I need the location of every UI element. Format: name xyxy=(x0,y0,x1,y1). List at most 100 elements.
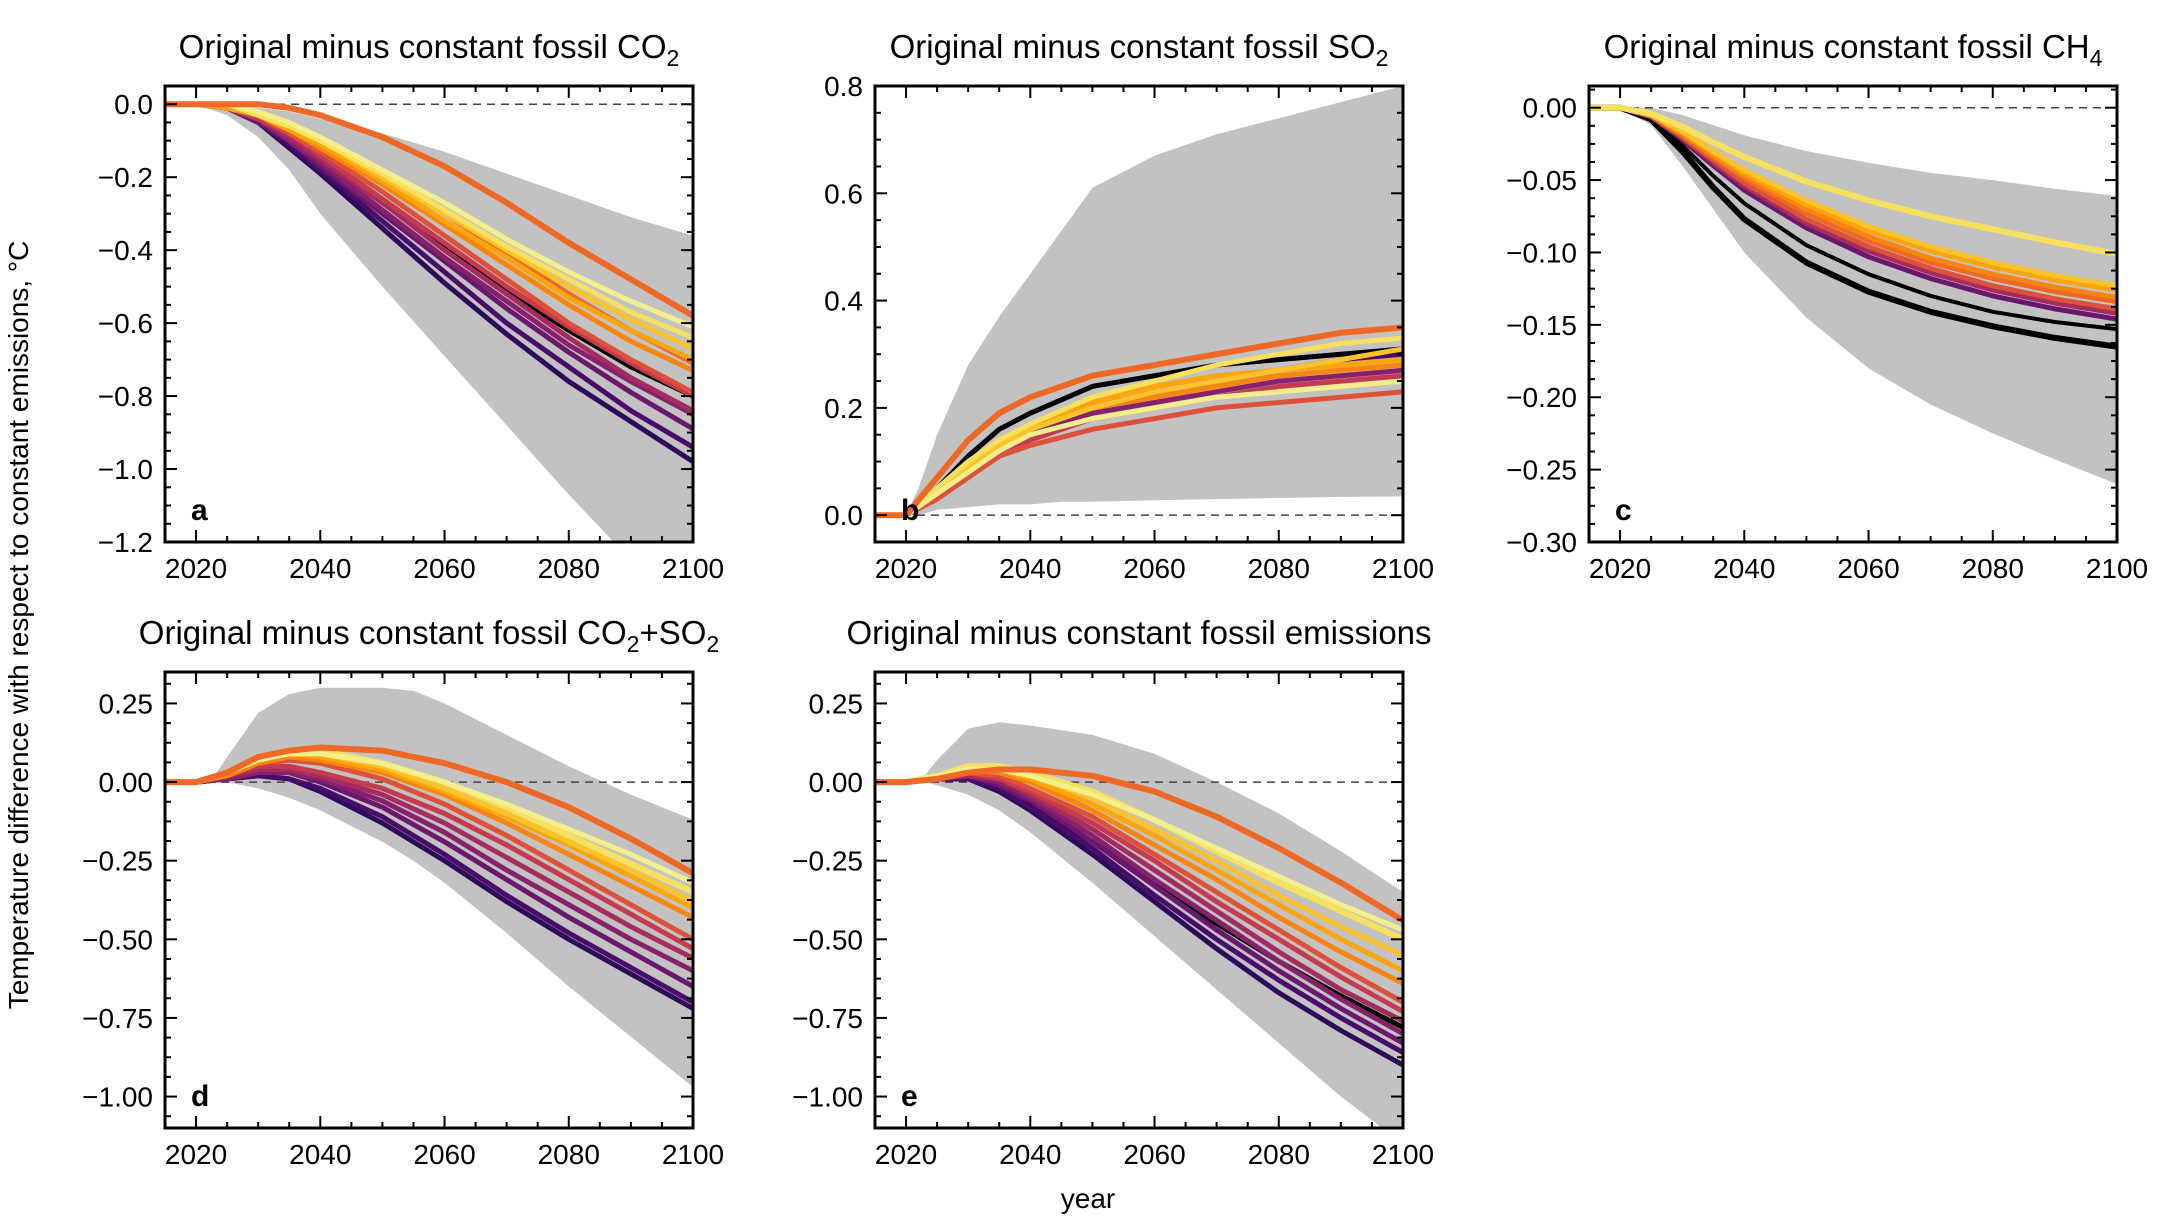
x-tick-label: 2080 xyxy=(538,1139,600,1170)
chart-title: Original minus constant fossil CH4 xyxy=(1604,28,2103,71)
x-tick-label: 2060 xyxy=(1837,553,1899,584)
series-line xyxy=(875,324,1403,519)
y-tick-label: −0.05 xyxy=(1506,165,1577,196)
plot-frame xyxy=(1587,84,2119,544)
plot-frame xyxy=(163,84,695,544)
x-tick-label: 2060 xyxy=(413,553,475,584)
x-tick-label: 2040 xyxy=(289,553,351,584)
plot-area xyxy=(165,687,693,1088)
x-tick-label: 2100 xyxy=(2086,553,2148,584)
chart-panel-d: 2020 2040 2060 2080 2100 0.25 0.00 −0.25 −0.50 −0… xyxy=(82,614,724,1170)
y-tick-label: −0.20 xyxy=(1506,382,1577,413)
plot-area xyxy=(875,86,1403,519)
y-tick-label: 0.0 xyxy=(114,89,153,120)
chart-title-suffix: +SO xyxy=(639,614,706,651)
chart-title: Original minus constant fossil CO2+SO2 xyxy=(139,614,719,657)
y-tick-label: −0.6 xyxy=(98,308,153,339)
plot-area xyxy=(875,722,1403,1128)
plot-frame xyxy=(873,84,1405,544)
series-line xyxy=(875,335,1403,518)
y-tick-label: −1.00 xyxy=(792,1082,863,1113)
y-tick-label: −0.4 xyxy=(98,235,153,266)
y-tick-label: −0.10 xyxy=(1506,237,1577,268)
plot-area xyxy=(165,101,693,542)
chart-panel-b: 2020 2040 2060 2080 2100 0.0 0.2 0.4 0.6 0.8 b Orig… xyxy=(824,28,1434,584)
x-tick-label: 2100 xyxy=(1372,553,1434,584)
x-tick-label: 2080 xyxy=(538,553,600,584)
x-tick-label: 2100 xyxy=(662,553,724,584)
x-tick-label: 2080 xyxy=(1248,1139,1310,1170)
chart-title: Original minus constant fossil SO2 xyxy=(890,28,1389,71)
x-tick-label: 2040 xyxy=(1713,553,1775,584)
x-tick-label: 2040 xyxy=(999,1139,1061,1170)
y-tick-label: −0.15 xyxy=(1506,310,1577,341)
chart-title-main: Original minus constant fossil CO xyxy=(179,28,667,65)
y-tick-label: −0.25 xyxy=(792,846,863,877)
plot-area xyxy=(1589,104,2117,485)
x-tick-label: 2020 xyxy=(1589,553,1651,584)
panels: 2020 2040 2060 2080 2100 0.0 −0.2 −0.4 −0.6 −0.8 −… xyxy=(82,28,2148,1170)
chart-title: Original minus constant fossil emissions xyxy=(846,614,1431,651)
x-tick-label: 2080 xyxy=(1248,553,1310,584)
y-tick-label: −0.75 xyxy=(792,1003,863,1034)
chart-title-main: Original minus constant fossil SO xyxy=(890,28,1376,65)
y-tick-label: 0.6 xyxy=(824,178,863,209)
y-tick-label: −1.2 xyxy=(98,527,153,558)
y-tick-label: 0.00 xyxy=(99,767,154,798)
x-tick-label: 2040 xyxy=(289,1139,351,1170)
chart-title-subscript: 2 xyxy=(667,45,680,71)
chart-title-main: Original minus constant fossil CH xyxy=(1604,28,2090,65)
y-tick-label: 0.0 xyxy=(824,500,863,531)
x-tick-label: 2060 xyxy=(1123,553,1185,584)
y-tick-label: −0.50 xyxy=(792,924,863,955)
x-tick-label: 2040 xyxy=(999,553,1061,584)
y-tick-label: −1.00 xyxy=(82,1082,153,1113)
chart-panel-a: 2020 2040 2060 2080 2100 0.0 −0.2 −0.4 −0.6 −0.8 −… xyxy=(98,28,724,584)
chart-title: Original minus constant fossil CO2 xyxy=(179,28,680,71)
series-line xyxy=(165,101,693,319)
x-tick-label: 2020 xyxy=(165,1139,227,1170)
x-tick-label: 2020 xyxy=(165,553,227,584)
x-tick-label: 2100 xyxy=(662,1139,724,1170)
x-tick-label: 2020 xyxy=(875,553,937,584)
y-tick-label: 0.00 xyxy=(809,767,864,798)
y-tick-label: 0.00 xyxy=(1523,93,1578,124)
series-line xyxy=(165,101,693,363)
y-tick-label: 0.25 xyxy=(99,688,154,719)
chart-panel-c: 2020 2040 2060 2080 2100 0.00 −0.05 −0.10 −0.15 −… xyxy=(1506,28,2148,584)
series-line xyxy=(1589,104,2117,257)
x-tick-label: 2080 xyxy=(1962,553,2024,584)
y-tick-label: 0.2 xyxy=(824,393,863,424)
chart-title-subscript: 4 xyxy=(2090,45,2103,71)
y-tick-label: 0.25 xyxy=(809,688,864,719)
y-tick-label: −0.8 xyxy=(98,381,153,412)
y-tick-label: −0.30 xyxy=(1506,527,1577,558)
chart-title-main: Original minus constant fossil CO xyxy=(139,614,627,651)
figure-y-axis-label: Temperature difference with respect to c… xyxy=(3,241,34,1010)
y-tick-label: −0.2 xyxy=(98,162,153,193)
x-tick-label: 2100 xyxy=(1372,1139,1434,1170)
y-tick-label: −0.25 xyxy=(1506,455,1577,486)
series-line xyxy=(875,378,1403,518)
panel-letter: a xyxy=(191,494,208,527)
figure-x-axis-label: year xyxy=(1061,1183,1115,1214)
y-tick-label: −0.50 xyxy=(82,924,153,955)
x-tick-label: 2060 xyxy=(413,1139,475,1170)
x-tick-label: 2060 xyxy=(1123,1139,1185,1170)
range-band xyxy=(165,104,693,542)
chart-title-subscript: 2 xyxy=(1376,45,1389,71)
range-band xyxy=(1589,107,2117,485)
range-band xyxy=(165,687,693,1088)
y-tick-label: −1.0 xyxy=(98,454,153,485)
panel-letter: c xyxy=(1615,494,1632,527)
chart-panel-e: 2020 2040 2060 2080 2100 0.25 0.00 −0.25 −0.50 −0… xyxy=(792,614,1434,1170)
range-band xyxy=(875,722,1403,1128)
chart-title-subscript: 2 xyxy=(627,631,640,657)
panel-letter: e xyxy=(901,1080,918,1113)
series-line xyxy=(875,389,1403,518)
series-line xyxy=(875,766,1403,924)
series-line xyxy=(165,744,693,877)
y-tick-label: 0.4 xyxy=(824,286,863,317)
panel-letter: b xyxy=(901,494,919,527)
